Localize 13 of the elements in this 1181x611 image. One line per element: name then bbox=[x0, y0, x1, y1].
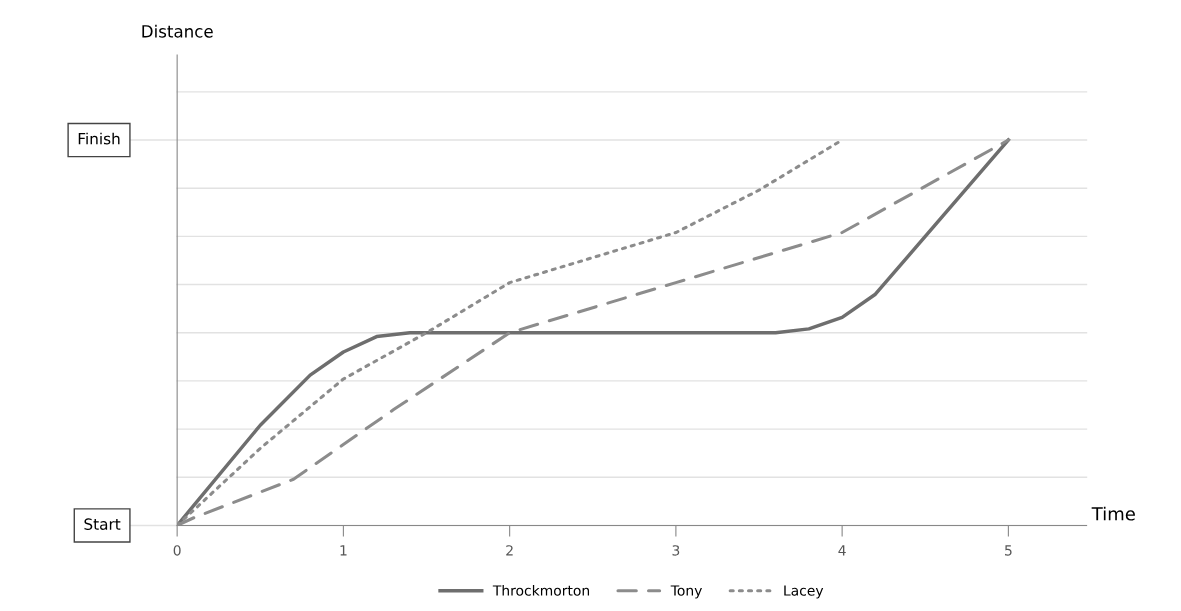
x-tick-label: 1 bbox=[340, 545, 347, 556]
x-tick-label: 2 bbox=[506, 545, 513, 556]
legend-label: Tony bbox=[670, 585, 702, 599]
x-tick-label: 4 bbox=[838, 545, 846, 556]
x-tick-label: 3 bbox=[672, 545, 680, 556]
x-axis-title: Time bbox=[1091, 506, 1135, 521]
x-tick-label: 0 bbox=[173, 545, 181, 556]
text: Distance bbox=[142, 24, 213, 38]
legend-label: Lacey bbox=[784, 585, 824, 599]
ref-line-label: Start bbox=[84, 518, 121, 530]
x-tick-label: 5 bbox=[1005, 545, 1012, 556]
ref-line-label: Finish bbox=[78, 132, 120, 145]
legend-label: Throckmorton bbox=[492, 585, 590, 596]
